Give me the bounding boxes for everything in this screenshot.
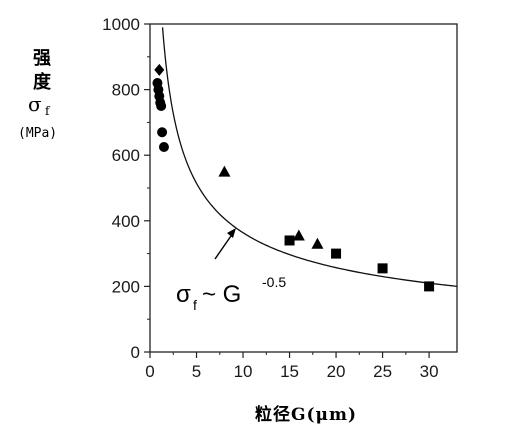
annotation-arrow-shaft (214, 232, 234, 260)
x-tick-label: 25 (373, 362, 392, 381)
ylabel-char-1: 强 (33, 48, 51, 69)
axes-group: 0 200 400 600 800 1000 0 5 10 15 20 25 30 (102, 15, 458, 381)
annotation-sigma: σ (176, 281, 191, 308)
x-tick-label: 10 (234, 362, 253, 381)
x-tick-label: 20 (327, 362, 346, 381)
x-tick-label: 0 (145, 362, 154, 381)
y-tick-label: 0 (131, 343, 140, 362)
ylabel-unit: (MPa) (18, 126, 58, 141)
y-tick-label: 800 (112, 81, 140, 100)
ylabel-char-2: 度 (33, 72, 51, 93)
ylabel-sigma: σ (28, 92, 42, 116)
annotation-group: σ f ~ G -0.5 (176, 228, 286, 313)
circle-point (156, 101, 167, 111)
y-tick-label: 400 (112, 212, 140, 231)
y-tick-label: 200 (112, 277, 140, 296)
ylabel-subscript: f (45, 104, 50, 118)
x-tick-label: 15 (280, 362, 299, 381)
data-marks-group (152, 63, 435, 292)
y-tick-label: 600 (112, 146, 140, 165)
x-tick-label: 5 (192, 362, 201, 381)
diamond-point (154, 63, 165, 76)
square-point (284, 235, 295, 246)
fit-curve-line (161, 27, 458, 287)
circle-point (157, 127, 168, 138)
annotation-subscript: f (193, 297, 197, 313)
square-point (377, 263, 388, 274)
x-tick-label: 30 (420, 362, 439, 381)
triangle-point (218, 165, 231, 177)
xlabel: 粒径G(μm) (255, 405, 358, 425)
annotation-relation: ~ G (202, 281, 241, 308)
circle-point (158, 142, 169, 152)
square-point (424, 281, 435, 292)
square-point (331, 248, 342, 259)
fit-curve-group (161, 27, 458, 287)
y-tick-label: 1000 (102, 15, 140, 34)
triangle-point (311, 237, 324, 249)
annotation-exponent: -0.5 (262, 274, 286, 290)
triangle-point (292, 229, 305, 241)
annotation-arrow-head (227, 228, 236, 238)
